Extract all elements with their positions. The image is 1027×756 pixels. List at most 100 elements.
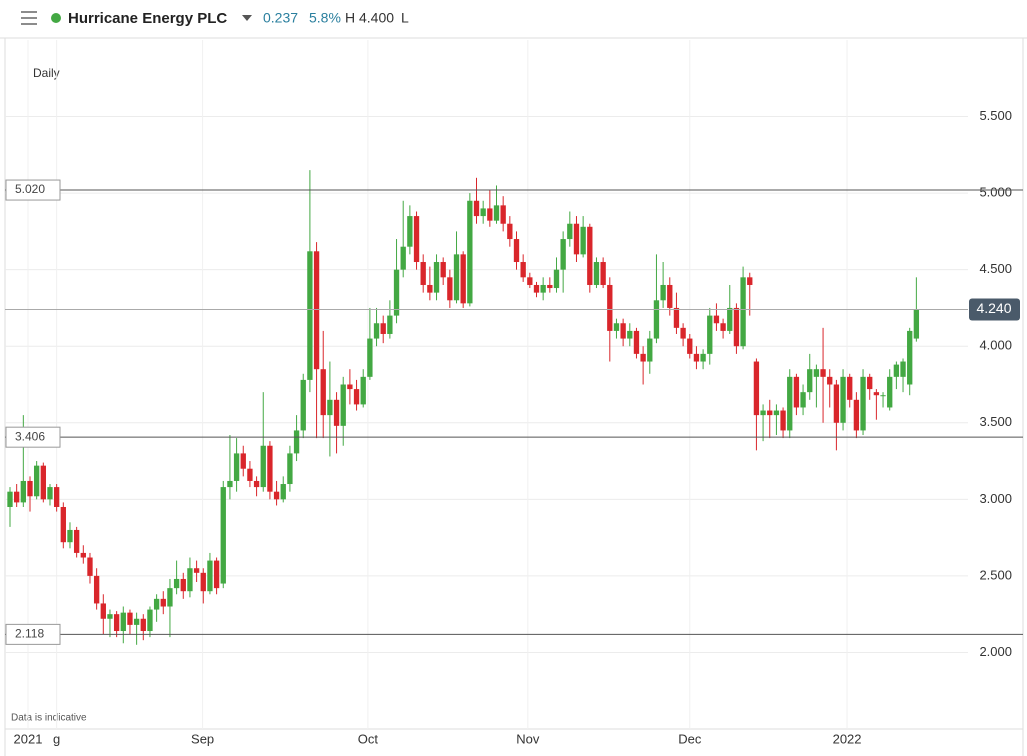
candle-body <box>707 315 713 354</box>
candle-body <box>533 284 540 293</box>
header-bar <box>0 0 1027 38</box>
grid: 2.000 2.500 3.000 3.500 4.000 4.500 5.000 5.500… <box>5 40 1023 746</box>
candle-body <box>573 223 580 255</box>
candle-body <box>433 262 440 293</box>
candle-body <box>280 484 286 500</box>
candle-body <box>60 506 66 543</box>
candle-body <box>20 480 26 503</box>
candle-body <box>287 453 293 485</box>
candle-body <box>567 223 573 240</box>
candle-body <box>413 216 420 263</box>
candle-body <box>907 330 913 385</box>
data-note: Data is indicative <box>11 713 87 724</box>
y-tick-label: 3.500 <box>979 414 1012 429</box>
candle-body <box>53 487 60 507</box>
candle-body <box>107 614 113 619</box>
candle-body <box>760 410 766 416</box>
candle-body <box>527 277 533 285</box>
candle-body <box>580 226 586 255</box>
candle-body <box>400 246 406 270</box>
candle-body <box>407 216 413 247</box>
candle-body <box>740 277 746 347</box>
candle-body <box>667 284 673 308</box>
price-change: 0.237 <box>263 10 298 26</box>
candle-body <box>873 392 880 396</box>
candle-body <box>187 568 193 592</box>
x-tick-label: 2021 <box>14 731 43 746</box>
level-label: 3.406 <box>15 429 45 443</box>
candle-body <box>607 284 613 331</box>
candle-body <box>847 376 853 400</box>
candle-body <box>127 612 133 625</box>
interval-label[interactable]: Daily <box>33 66 60 80</box>
candle-body <box>633 330 640 354</box>
candle-body <box>233 453 240 481</box>
candle-body <box>160 598 166 607</box>
candle-body <box>753 361 760 416</box>
candle-body <box>733 307 740 347</box>
candle-body <box>853 399 860 431</box>
candle-body <box>193 568 200 573</box>
last-price-label: 4.240 <box>976 300 1011 316</box>
candle-body <box>807 369 813 393</box>
candle-body <box>860 376 866 431</box>
candle-body <box>33 465 40 497</box>
candle-body <box>693 353 700 362</box>
status-dot <box>51 13 61 23</box>
candle-body <box>227 480 233 488</box>
candle-body <box>473 200 480 217</box>
level-label-box <box>5 623 61 645</box>
candle-body <box>747 277 753 285</box>
y-tick-label: 5.000 <box>979 185 1012 200</box>
candle-body <box>687 338 693 354</box>
candle-body <box>293 430 300 454</box>
candle-body <box>700 353 706 362</box>
y-tick-label: 5.500 <box>979 108 1012 123</box>
day-high: H 4.400 <box>345 10 394 26</box>
candle-body <box>360 376 366 405</box>
candle-body <box>867 376 873 390</box>
candles <box>7 170 920 645</box>
candle-body <box>640 353 646 362</box>
instrument-name[interactable]: Hurricane Energy PLC <box>68 10 227 27</box>
candle-body <box>347 384 353 390</box>
candle-body <box>300 379 306 431</box>
candle-body <box>120 612 126 632</box>
candle-body <box>513 239 520 263</box>
candle-body <box>387 315 393 334</box>
candle-body <box>520 262 526 278</box>
dropdown-caret[interactable] <box>242 15 252 21</box>
candle-body <box>460 254 466 304</box>
candle-body <box>493 205 500 221</box>
candle-body <box>13 491 20 503</box>
level-label: 2.118 <box>15 627 44 641</box>
y-tick-label: 2.000 <box>979 644 1012 659</box>
candle-body <box>780 410 786 431</box>
candle-body <box>247 468 253 481</box>
x-tick-label: Nov <box>516 731 540 746</box>
candle-body <box>307 251 313 380</box>
candle-body <box>587 226 593 285</box>
candle-body <box>787 376 793 431</box>
candle-body <box>420 262 426 285</box>
candle-body <box>167 588 173 607</box>
candle-body <box>427 284 433 293</box>
candle-body <box>220 487 226 584</box>
menu-icon[interactable] <box>21 11 37 25</box>
candle-body <box>507 223 513 240</box>
candle-body <box>553 269 560 289</box>
candle-body <box>833 384 840 423</box>
candle-body <box>613 323 620 331</box>
candle-body <box>140 618 146 632</box>
candle-body <box>373 323 380 339</box>
candle-body <box>620 323 626 339</box>
x-tick-label: 2022 <box>833 731 862 746</box>
candle-body <box>600 262 606 285</box>
candle-body <box>500 205 506 224</box>
candle-body <box>173 578 180 589</box>
candle-body <box>773 410 780 416</box>
y-tick-label: 2.500 <box>979 567 1012 582</box>
candle-body <box>647 338 653 362</box>
